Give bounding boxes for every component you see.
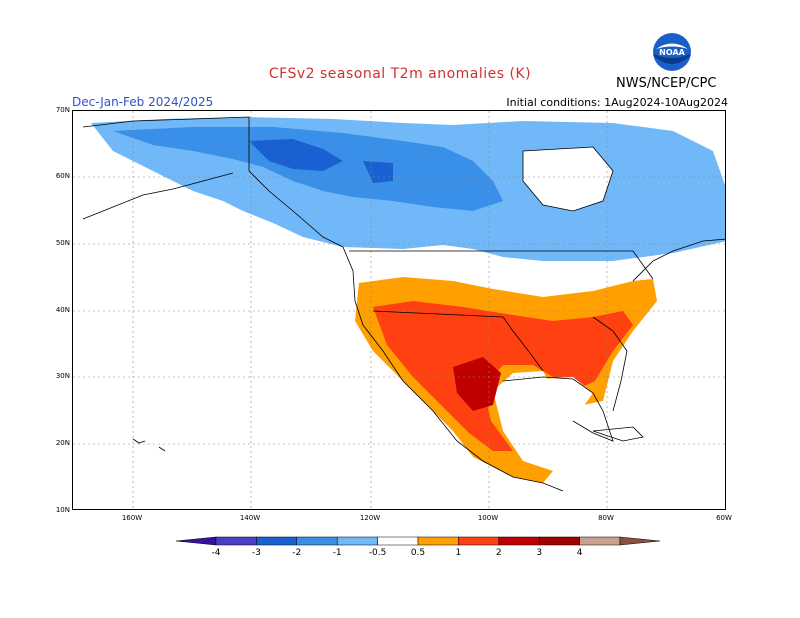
legend-label: 2 bbox=[495, 548, 502, 558]
legend-label: -1 bbox=[332, 548, 342, 558]
chart-title: CFSv2 seasonal T2m anomalies (K) bbox=[268, 66, 532, 82]
legend-swatch bbox=[579, 536, 621, 546]
lon-label: 80W bbox=[598, 514, 614, 522]
legend-swatch bbox=[417, 536, 459, 546]
lat-label: 40N bbox=[55, 306, 70, 314]
lat-label: 70N bbox=[55, 106, 70, 114]
lon-label: 160W bbox=[121, 514, 143, 522]
legend-swatch bbox=[215, 536, 257, 546]
lon-label: 140W bbox=[239, 514, 261, 522]
map-canvas bbox=[73, 111, 725, 509]
lat-label: 60N bbox=[55, 172, 70, 180]
warm-anomaly-region bbox=[355, 277, 657, 483]
legend-swatch bbox=[498, 536, 540, 546]
legend-swatch bbox=[296, 536, 338, 546]
agency-label: NWS/NCEP/CPC bbox=[616, 76, 717, 91]
legend-arrow-left bbox=[175, 536, 217, 546]
legend-swatch bbox=[256, 536, 298, 546]
legend-label: 1 bbox=[455, 548, 462, 558]
legend-arrow-right bbox=[619, 536, 661, 546]
lon-label: 100W bbox=[477, 514, 499, 522]
lon-label: 60W bbox=[716, 514, 732, 522]
initial-conditions: Initial conditions: 1Aug2024-10Aug2024 bbox=[506, 96, 728, 109]
cold-anomaly-region bbox=[91, 117, 725, 261]
legend-swatch bbox=[538, 536, 580, 546]
anomaly-map bbox=[72, 110, 726, 510]
lat-label: 20N bbox=[55, 439, 70, 447]
legend-swatch bbox=[458, 536, 500, 546]
legend-label: 3 bbox=[536, 548, 543, 558]
noaa-logo-icon: NOAA bbox=[653, 33, 691, 71]
coastlines bbox=[82, 116, 725, 492]
legend-swatch bbox=[377, 536, 419, 546]
lat-label: 50N bbox=[55, 239, 70, 247]
legend-label: -0.5 bbox=[368, 548, 387, 558]
legend-label: -4 bbox=[211, 548, 221, 558]
lon-label: 120W bbox=[359, 514, 381, 522]
legend-label: 0.5 bbox=[410, 548, 426, 558]
legend-swatch bbox=[336, 536, 378, 546]
legend-label: -2 bbox=[292, 548, 302, 558]
forecast-period: Dec-Jan-Feb 2024/2025 bbox=[72, 95, 214, 109]
legend-label: 4 bbox=[576, 548, 583, 558]
lat-label: 10N bbox=[55, 506, 70, 514]
logo-text: NOAA bbox=[659, 48, 685, 57]
legend-label: -3 bbox=[251, 548, 261, 558]
lat-label: 30N bbox=[55, 372, 70, 380]
